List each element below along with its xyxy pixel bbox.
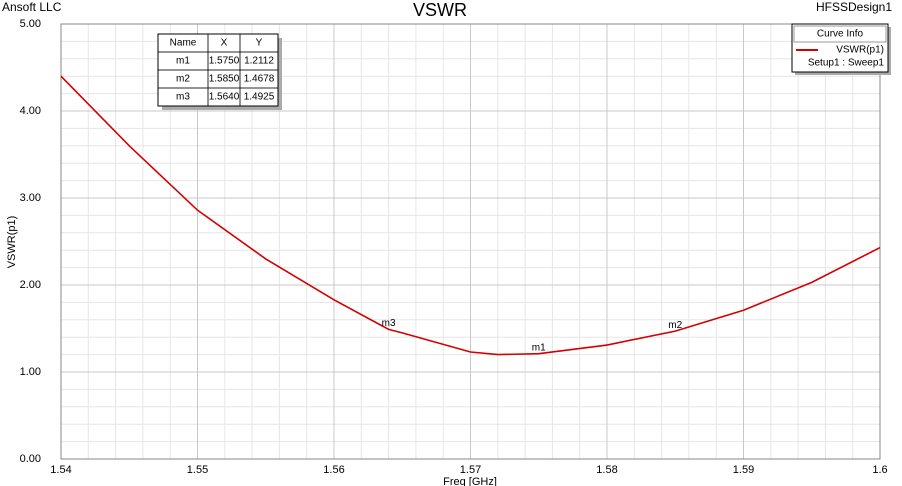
- curve: [60, 75, 881, 356]
- table-value: m3: [176, 92, 190, 103]
- x-tick-label: 1.59: [733, 464, 754, 476]
- x-tick-label: 1.54: [50, 464, 71, 476]
- x-tick-label: 1.6: [872, 464, 887, 476]
- legend-entry: VSWR(p1): [836, 45, 884, 56]
- y-tick-label: 4.00: [20, 105, 41, 117]
- y-tick-label: 5.00: [20, 18, 41, 30]
- table-value: 1.4925: [244, 92, 275, 103]
- chart-title: VSWR: [413, 0, 467, 20]
- table-header: X: [221, 38, 228, 49]
- company: Ansoft LLC: [2, 0, 62, 14]
- x-tick-label: 1.56: [323, 464, 344, 476]
- table-value: 1.5850: [209, 74, 240, 85]
- plot-border: [60, 23, 881, 460]
- y-tick-label: 2.00: [20, 279, 41, 291]
- table-header: Name: [170, 38, 197, 49]
- y-axis-label: VSWR(p1): [6, 216, 18, 269]
- x-tick-label: 1.55: [187, 464, 208, 476]
- marker-label: m1: [532, 342, 546, 353]
- table-value: 1.4678: [244, 74, 275, 85]
- x-axis-label: Freq [GHz]: [443, 476, 497, 486]
- x-tick-label: 1.57: [460, 464, 481, 476]
- table-cell: [239, 87, 279, 107]
- legend-title: Curve Info: [817, 29, 864, 40]
- y-tick-label: 0.00: [20, 453, 41, 465]
- design-name: HFSSDesign1: [816, 0, 892, 14]
- y-tick-label: 3.00: [20, 192, 41, 204]
- legend-setup: Setup1 : Sweep1: [808, 58, 885, 69]
- table-value: 1.5750: [209, 56, 240, 67]
- table-header: Y: [256, 38, 263, 49]
- table-value: 1.5640: [209, 92, 240, 103]
- table-value: m1: [176, 56, 190, 67]
- marker-label: m3: [382, 318, 396, 329]
- y-tick-label: 1.00: [20, 366, 41, 378]
- table-value: 1.2112: [244, 56, 274, 67]
- legend-header-box: [793, 25, 887, 43]
- table-value: m2: [176, 74, 190, 85]
- marker-label: m2: [668, 320, 682, 331]
- x-tick-label: 1.58: [596, 464, 617, 476]
